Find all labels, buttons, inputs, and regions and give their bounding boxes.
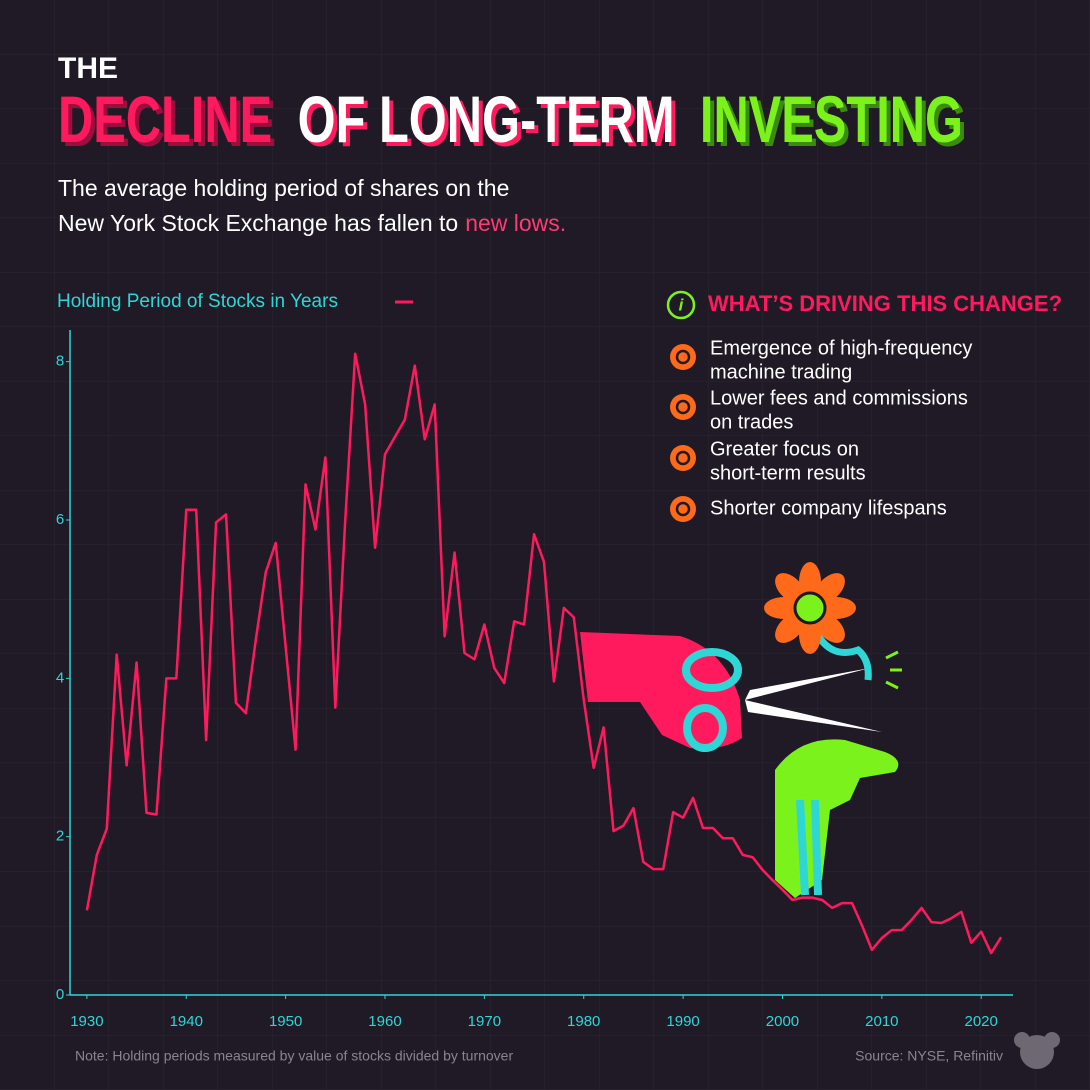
title-shadow-part: DECLINE: [62, 86, 276, 160]
sidebar-heading: WHAT’S DRIVING THIS CHANGE?: [708, 291, 1062, 316]
x-tick-label: 1930: [70, 1013, 103, 1030]
sidebar-icon: [670, 344, 696, 370]
y-tick-label: 0: [56, 986, 64, 1003]
title-the: THE: [58, 52, 118, 85]
data-line: [85, 352, 1003, 955]
scissor-blade: [745, 700, 882, 732]
flower-petals: [764, 562, 856, 654]
sparkle: [885, 650, 902, 690]
scissor-handle: [682, 648, 742, 692]
title-shadow-part: INVESTING: [704, 86, 967, 160]
title: DECLINE OF LONG-TERM INVESTING: [58, 82, 963, 156]
sidebar-item: short-term results: [710, 462, 866, 484]
pink-hand: [580, 632, 742, 749]
x-tick-label: 2000: [766, 1013, 799, 1030]
title-shadow: DECLINE OF LONG-TERM INVESTING: [62, 86, 967, 160]
x-tick-label: 2010: [865, 1013, 898, 1030]
source: Source: NYSE, Refinitiv: [855, 1048, 1003, 1064]
x-tick-label: 1970: [468, 1013, 501, 1030]
x-tick-label: 1940: [170, 1013, 203, 1030]
legend-label: Holding Period of Stocks in Years: [57, 291, 338, 312]
sidebar-icon-inner: [675, 501, 691, 517]
plot: 0 2 4 6 8 1930 1940 1950 1960 1970 1980 1990 2000 201…: [56, 330, 1013, 1030]
flower-stem: [811, 628, 872, 681]
subtitle: New York Stock Exchange has fallen to new…: [58, 210, 566, 236]
stem: [796, 799, 822, 896]
note: Note: Holding periods measured by value …: [75, 1048, 513, 1064]
info-icon-label: i: [679, 295, 685, 314]
x-tick-label: 1950: [269, 1013, 302, 1030]
sidebar-icon-inner: [675, 399, 691, 415]
x-tick-label: 1980: [567, 1013, 600, 1030]
y-tick-label: 6: [56, 511, 64, 528]
logo: [1014, 1032, 1060, 1069]
sidebar-icon-inner: [675, 349, 691, 365]
title-part: DECLINE: [58, 82, 272, 156]
scissor-blade: [745, 668, 870, 700]
sidebar-item: Greater focus on: [710, 438, 859, 460]
scissor-handle: [683, 704, 727, 752]
flower-center: [793, 591, 827, 625]
sidebar-item: machine trading: [710, 361, 852, 383]
info-icon: [666, 290, 696, 320]
sidebar-item: Emergence of high-frequency: [710, 337, 972, 359]
sidebar-icon: [670, 445, 696, 471]
sidebar-item: Lower fees and commissions: [710, 387, 968, 409]
subtitle: The average holding period of shares on …: [58, 175, 509, 201]
y-tick-label: 4: [56, 669, 64, 686]
title-part: OF LONG-TERM: [298, 82, 675, 156]
title-part: INVESTING: [700, 82, 963, 156]
sidebar-icon: [670, 394, 696, 420]
x-tick-label: 1990: [666, 1013, 699, 1030]
x-tick-label: 2020: [965, 1013, 998, 1030]
sidebar-item: on trades: [710, 411, 793, 433]
y-tick-label: 8: [56, 353, 64, 370]
y-tick-label: 2: [56, 828, 64, 845]
sidebar-item: Shorter company lifespans: [710, 497, 947, 519]
sidebar-icon: [670, 496, 696, 522]
subtitle-part: New York Stock Exchange has fallen to: [58, 210, 458, 236]
title-shadow-part: OF LONG-TERM: [302, 86, 679, 160]
subtitle-highlight: new lows.: [465, 210, 566, 236]
x-tick-label: 1960: [368, 1013, 401, 1030]
illustration: [580, 562, 902, 898]
sidebar-icon-inner: [675, 450, 691, 466]
